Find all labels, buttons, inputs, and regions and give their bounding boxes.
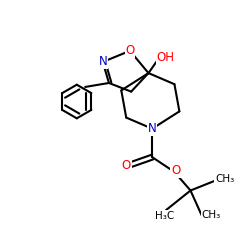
Text: CH₃: CH₃ [215, 174, 234, 184]
Text: H₃C: H₃C [155, 211, 174, 221]
Text: O: O [171, 164, 180, 177]
Text: N: N [148, 122, 156, 135]
Text: N: N [98, 56, 107, 68]
Text: OH: OH [157, 50, 175, 64]
Text: O: O [125, 44, 134, 57]
Text: O: O [122, 159, 131, 172]
Text: CH₃: CH₃ [202, 210, 221, 220]
